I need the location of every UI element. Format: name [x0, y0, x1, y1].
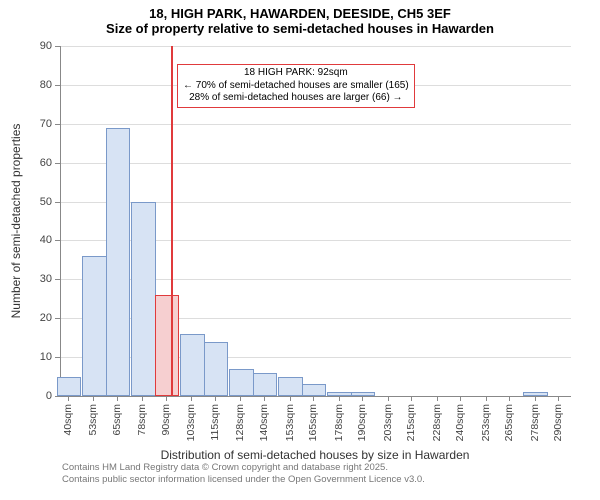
footer-line1: Contains HM Land Registry data © Crown c…	[62, 462, 425, 474]
gridline	[61, 46, 571, 47]
annotation-line1: 18 HIGH PARK: 92sqm	[183, 67, 409, 80]
xtick-label: 65sqm	[111, 404, 123, 436]
xtick-label: 165sqm	[307, 404, 319, 441]
ytick-mark	[55, 279, 60, 280]
xtick-mark	[68, 396, 69, 401]
ytick-label: 40	[40, 234, 52, 246]
xtick-mark	[240, 396, 241, 401]
xtick-label: 128sqm	[234, 404, 246, 441]
histogram-bar	[204, 342, 229, 396]
x-axis-label: Distribution of semi-detached houses by …	[161, 448, 470, 462]
annotation-line3: 28% of semi-detached houses are larger (…	[183, 92, 409, 105]
xtick-label: 228sqm	[431, 404, 443, 441]
gridline	[61, 163, 571, 164]
ytick-label: 60	[40, 157, 52, 169]
xtick-label: 203sqm	[382, 404, 394, 441]
histogram-bar	[155, 295, 180, 396]
ytick-mark	[55, 46, 60, 47]
footer-attribution: Contains HM Land Registry data © Crown c…	[62, 462, 425, 487]
chart-title-line1: 18, HIGH PARK, HAWARDEN, DEESIDE, CH5 3E…	[0, 0, 600, 21]
plot-area: 18 HIGH PARK: 92sqm← 70% of semi-detache…	[60, 46, 571, 397]
xtick-label: 240sqm	[454, 404, 466, 441]
xtick-label: 290sqm	[552, 404, 564, 441]
histogram-bar	[106, 128, 131, 396]
ytick-mark	[55, 357, 60, 358]
ytick-label: 30	[40, 273, 52, 285]
xtick-mark	[558, 396, 559, 401]
xtick-mark	[437, 396, 438, 401]
xtick-label: 253sqm	[480, 404, 492, 441]
xtick-label: 215sqm	[405, 404, 417, 441]
ytick-label: 90	[40, 40, 52, 52]
xtick-mark	[411, 396, 412, 401]
histogram-bar	[302, 384, 327, 396]
ytick-mark	[55, 202, 60, 203]
chart-title-line2: Size of property relative to semi-detach…	[0, 21, 600, 40]
histogram-bar	[82, 256, 107, 396]
xtick-mark	[142, 396, 143, 401]
xtick-label: 265sqm	[503, 404, 515, 441]
histogram-bar	[131, 202, 156, 396]
xtick-label: 178sqm	[333, 404, 345, 441]
xtick-mark	[460, 396, 461, 401]
footer-line2: Contains public sector information licen…	[62, 474, 425, 486]
ytick-label: 20	[40, 312, 52, 324]
histogram-bar	[57, 377, 82, 396]
gridline	[61, 124, 571, 125]
ytick-mark	[55, 318, 60, 319]
xtick-label: 140sqm	[258, 404, 270, 441]
xtick-mark	[191, 396, 192, 401]
marker-vline	[171, 46, 173, 396]
xtick-mark	[93, 396, 94, 401]
xtick-label: 115sqm	[209, 404, 221, 441]
xtick-label: 103sqm	[185, 404, 197, 441]
xtick-label: 53sqm	[87, 404, 99, 436]
xtick-mark	[486, 396, 487, 401]
xtick-mark	[313, 396, 314, 401]
xtick-mark	[339, 396, 340, 401]
ytick-mark	[55, 396, 60, 397]
histogram-bar	[278, 377, 303, 396]
y-axis-label: Number of semi-detached properties	[9, 124, 23, 319]
histogram-bar	[351, 392, 376, 396]
ytick-label: 10	[40, 351, 52, 363]
xtick-label: 90sqm	[160, 404, 172, 436]
xtick-label: 40sqm	[62, 404, 74, 436]
annotation-line2: ← 70% of semi-detached houses are smalle…	[183, 80, 409, 93]
xtick-mark	[264, 396, 265, 401]
xtick-label: 190sqm	[356, 404, 368, 441]
xtick-label: 153sqm	[284, 404, 296, 441]
xtick-label: 278sqm	[529, 404, 541, 441]
histogram-bar	[180, 334, 205, 396]
xtick-mark	[166, 396, 167, 401]
xtick-mark	[509, 396, 510, 401]
ytick-label: 50	[40, 196, 52, 208]
xtick-mark	[388, 396, 389, 401]
ytick-label: 80	[40, 79, 52, 91]
ytick-mark	[55, 85, 60, 86]
xtick-mark	[117, 396, 118, 401]
xtick-mark	[362, 396, 363, 401]
histogram-bar	[253, 373, 278, 396]
xtick-mark	[535, 396, 536, 401]
ytick-label: 70	[40, 118, 52, 130]
ytick-mark	[55, 240, 60, 241]
xtick-label: 78sqm	[136, 404, 148, 436]
xtick-mark	[215, 396, 216, 401]
ytick-label: 0	[46, 390, 52, 402]
ytick-mark	[55, 124, 60, 125]
annotation-box: 18 HIGH PARK: 92sqm← 70% of semi-detache…	[177, 64, 415, 108]
ytick-mark	[55, 163, 60, 164]
histogram-bar	[229, 369, 254, 396]
xtick-mark	[290, 396, 291, 401]
